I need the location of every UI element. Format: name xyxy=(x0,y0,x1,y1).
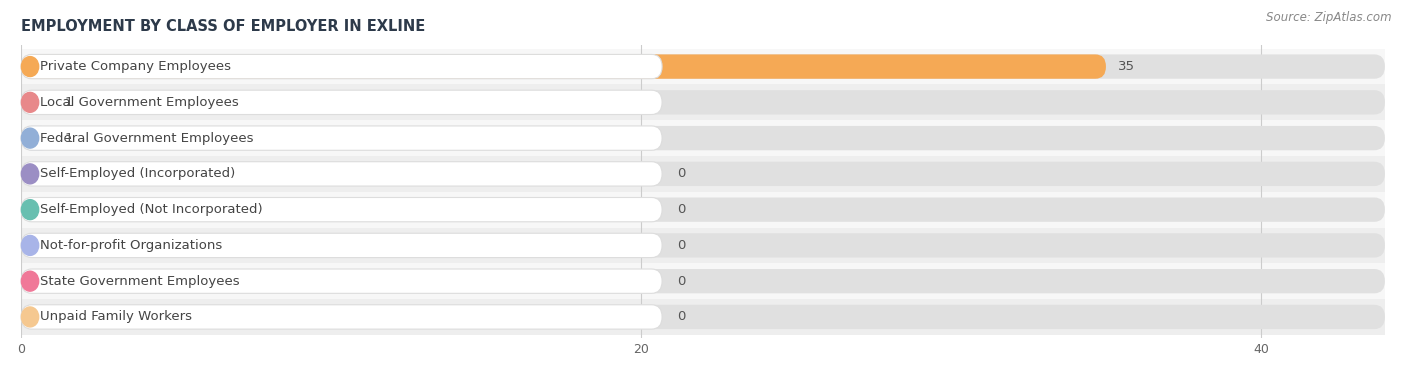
FancyBboxPatch shape xyxy=(21,162,1385,186)
Text: 0: 0 xyxy=(678,203,686,216)
Text: 35: 35 xyxy=(1118,60,1136,73)
Text: Not-for-profit Organizations: Not-for-profit Organizations xyxy=(39,239,222,252)
Circle shape xyxy=(21,57,39,77)
FancyBboxPatch shape xyxy=(21,90,662,115)
Text: Source: ZipAtlas.com: Source: ZipAtlas.com xyxy=(1267,11,1392,24)
Text: 0: 0 xyxy=(678,311,686,323)
FancyBboxPatch shape xyxy=(21,269,1385,293)
FancyBboxPatch shape xyxy=(21,305,1385,329)
FancyBboxPatch shape xyxy=(21,162,662,186)
Text: Unpaid Family Workers: Unpaid Family Workers xyxy=(39,311,193,323)
Circle shape xyxy=(21,164,39,184)
Text: Federal Government Employees: Federal Government Employees xyxy=(39,132,253,145)
FancyBboxPatch shape xyxy=(21,126,52,150)
FancyBboxPatch shape xyxy=(21,126,662,150)
Circle shape xyxy=(21,307,39,327)
Text: 1: 1 xyxy=(65,96,73,109)
Text: Self-Employed (Incorporated): Self-Employed (Incorporated) xyxy=(39,167,235,180)
FancyBboxPatch shape xyxy=(21,120,1385,156)
Circle shape xyxy=(21,200,39,220)
FancyBboxPatch shape xyxy=(21,156,1385,192)
FancyBboxPatch shape xyxy=(21,49,1385,85)
Text: Local Government Employees: Local Government Employees xyxy=(39,96,239,109)
FancyBboxPatch shape xyxy=(21,197,1385,222)
FancyBboxPatch shape xyxy=(21,227,1385,263)
FancyBboxPatch shape xyxy=(21,305,662,329)
FancyBboxPatch shape xyxy=(21,126,1385,150)
Text: Self-Employed (Not Incorporated): Self-Employed (Not Incorporated) xyxy=(39,203,263,216)
Text: 1: 1 xyxy=(65,132,73,145)
FancyBboxPatch shape xyxy=(21,55,662,79)
Text: Private Company Employees: Private Company Employees xyxy=(39,60,231,73)
FancyBboxPatch shape xyxy=(21,197,662,222)
FancyBboxPatch shape xyxy=(21,85,1385,120)
Circle shape xyxy=(21,128,39,148)
Circle shape xyxy=(21,235,39,255)
FancyBboxPatch shape xyxy=(21,263,1385,299)
FancyBboxPatch shape xyxy=(21,55,1385,79)
FancyBboxPatch shape xyxy=(21,299,1385,335)
FancyBboxPatch shape xyxy=(21,90,1385,115)
FancyBboxPatch shape xyxy=(21,233,662,258)
Text: State Government Employees: State Government Employees xyxy=(39,275,239,288)
Text: 0: 0 xyxy=(678,167,686,180)
FancyBboxPatch shape xyxy=(21,55,1107,79)
Circle shape xyxy=(21,271,39,291)
Text: EMPLOYMENT BY CLASS OF EMPLOYER IN EXLINE: EMPLOYMENT BY CLASS OF EMPLOYER IN EXLIN… xyxy=(21,19,426,34)
FancyBboxPatch shape xyxy=(21,90,52,115)
Circle shape xyxy=(21,92,39,112)
FancyBboxPatch shape xyxy=(21,192,1385,227)
Text: 0: 0 xyxy=(678,239,686,252)
FancyBboxPatch shape xyxy=(21,269,662,293)
FancyBboxPatch shape xyxy=(21,233,1385,258)
Text: 0: 0 xyxy=(678,275,686,288)
